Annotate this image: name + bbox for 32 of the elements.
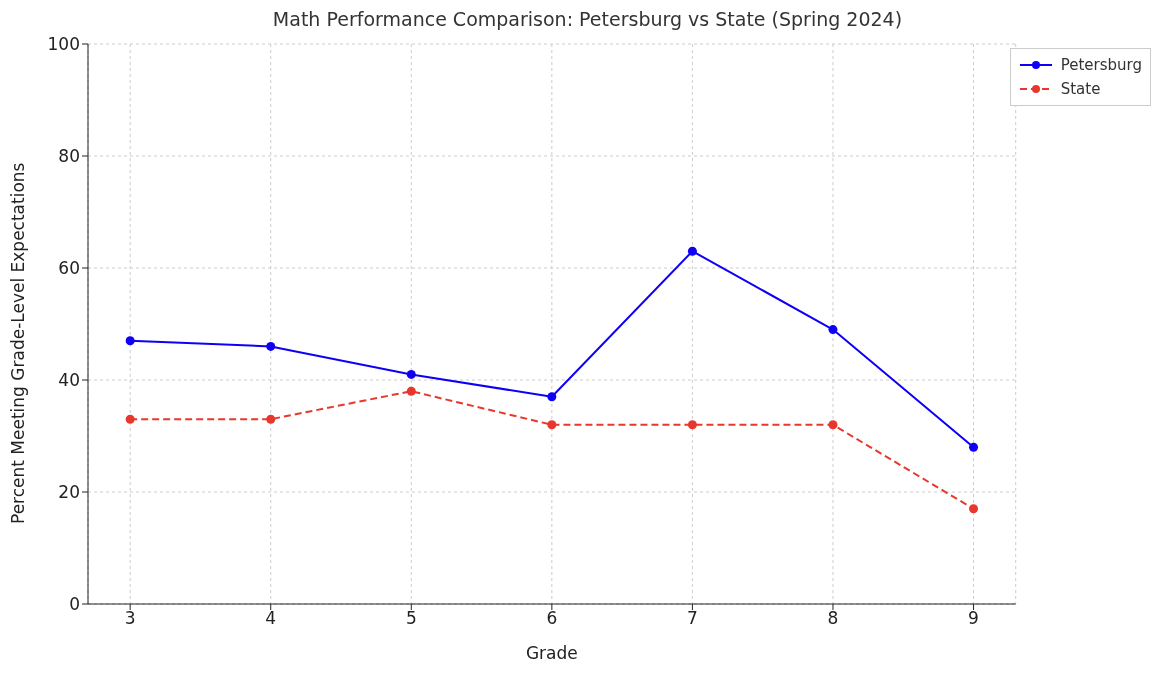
point bbox=[687, 420, 697, 430]
point bbox=[547, 420, 557, 430]
point bbox=[969, 442, 979, 452]
point bbox=[266, 414, 276, 424]
point bbox=[406, 369, 416, 379]
x-tick-label: 7 bbox=[687, 608, 698, 629]
chart-title: Math Performance Comparison: Petersburg vs State (Spring 2024) bbox=[271, 8, 904, 32]
point bbox=[687, 246, 697, 256]
point bbox=[406, 386, 416, 396]
x-tick-label: 5 bbox=[405, 608, 417, 629]
legend-label: State bbox=[1060, 79, 1101, 100]
point bbox=[547, 392, 557, 402]
y-axis-title: Percent Meeting Grade-Level Expectations bbox=[8, 162, 29, 524]
x-tick-label: 6 bbox=[546, 608, 558, 629]
point bbox=[266, 341, 276, 351]
legend-label: Petersburg bbox=[1060, 55, 1142, 76]
x-tick-label: 9 bbox=[968, 608, 979, 629]
y-tick-label: 0 bbox=[69, 594, 80, 615]
point bbox=[969, 504, 979, 514]
y-tick-label: 100 bbox=[47, 34, 80, 55]
point bbox=[125, 414, 135, 424]
x-tick-label: 3 bbox=[124, 608, 136, 629]
point bbox=[828, 325, 838, 335]
y-tick-label: 40 bbox=[58, 370, 80, 391]
y-tick-label: 80 bbox=[58, 146, 80, 167]
y-tick-label: 20 bbox=[58, 482, 80, 503]
x-tick-label: 4 bbox=[265, 608, 277, 629]
y-tick-label: 60 bbox=[58, 258, 80, 279]
point bbox=[828, 420, 838, 430]
x-axis-title: Grade bbox=[525, 643, 578, 663]
point bbox=[125, 336, 135, 346]
x-tick-label: 8 bbox=[827, 608, 839, 629]
